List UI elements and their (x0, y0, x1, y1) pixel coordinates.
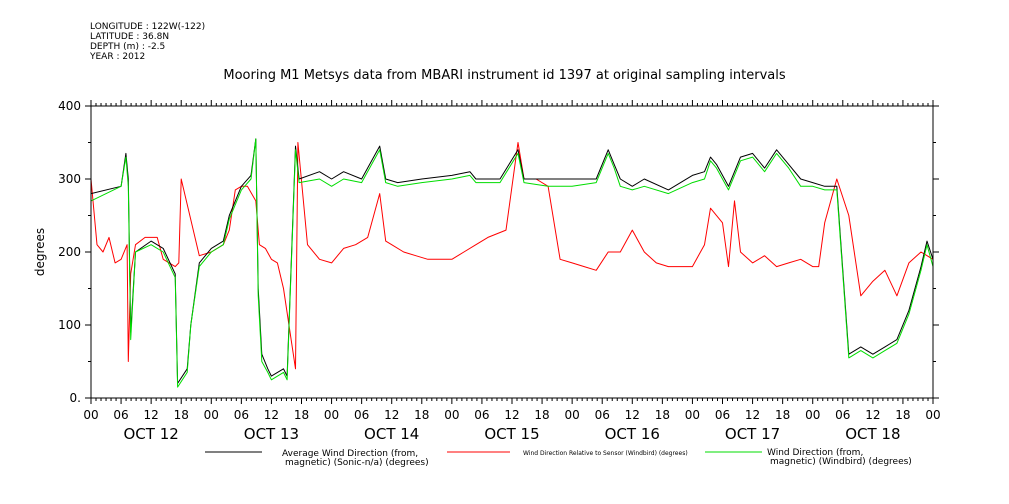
x-tick-label: 12 (865, 408, 880, 422)
legend-label-avg-line2: magnetic) (Sonic-n/a) (degrees) (285, 458, 429, 468)
x-tick-label: 00 (444, 408, 459, 422)
x-tick-label: 06 (474, 408, 489, 422)
x-tick-label: 00 (324, 408, 339, 422)
y-tick-label: 300 (58, 172, 81, 186)
x-tick-label: 06 (715, 408, 730, 422)
series-line-avg (90, 138, 934, 384)
x-day-label: OCT 14 (364, 425, 419, 443)
latitude-text: LATITUDE : 36.8N (90, 32, 170, 42)
x-tick-label: 12 (504, 408, 519, 422)
x-tick-label: 00 (685, 408, 700, 422)
x-tick-label: 00 (925, 408, 940, 422)
x-tick-label: 06 (835, 408, 850, 422)
x-tick-label: 06 (113, 408, 128, 422)
axis-layer: 0. 100 200 300 400 00 06 12 18 00 06 12 18 00 06 12 18 00… (58, 99, 941, 443)
x-tick-label: 12 (384, 408, 399, 422)
x-tick-label: 18 (775, 408, 790, 422)
y-axis-label: degrees (33, 228, 47, 276)
x-tick-label: 12 (625, 408, 640, 422)
legend-label-avg-line1: Average Wind Direction (from, (282, 449, 418, 459)
chart-title: Mooring M1 Metsys data from MBARI instru… (223, 68, 786, 83)
x-day-label: OCT 15 (484, 425, 539, 443)
depth-text: DEPTH (m) : -2.5 (90, 42, 166, 52)
x-day-label: OCT 13 (244, 425, 299, 443)
series-line-rel (90, 142, 934, 370)
x-tick-label: 00 (204, 408, 219, 422)
x-day-label: OCT 17 (725, 425, 780, 443)
x-tick-label: 06 (234, 408, 249, 422)
x-tick-label: 18 (534, 408, 549, 422)
x-tick-label: 12 (144, 408, 159, 422)
y-tick-label: 100 (58, 318, 81, 332)
x-tick-label: 18 (895, 408, 910, 422)
x-tick-label: 06 (595, 408, 610, 422)
legend-label-dir-line1: Wind Direction (from, (767, 448, 863, 458)
x-tick-label: 06 (354, 408, 369, 422)
series-line-dir (90, 138, 934, 388)
plot-frame (90, 105, 934, 399)
x-day-label: OCT 18 (845, 425, 900, 443)
y-tick-label: 400 (58, 99, 81, 113)
year-text: YEAR : 2012 (90, 52, 146, 62)
x-tick-label: 00 (805, 408, 820, 422)
x-tick-label: 18 (655, 408, 670, 422)
x-tick-label: 18 (294, 408, 309, 422)
x-day-label: OCT 16 (605, 425, 660, 443)
x-tick-label: 18 (414, 408, 429, 422)
series-layer (90, 138, 934, 388)
x-tick-label: 18 (174, 408, 189, 422)
x-tick-label: 00 (565, 408, 580, 422)
x-day-label: OCT 12 (123, 425, 178, 443)
y-tick-label: 200 (58, 245, 81, 259)
x-tick-label: 12 (745, 408, 760, 422)
x-tick-label: 00 (83, 408, 98, 422)
longitude-text: LONGITUDE : 122W(-122) (90, 22, 206, 32)
legend-label-rel: Wind Direction Relative to Sensor (Windb… (523, 450, 688, 457)
legend: Average Wind Direction (from, magnetic) … (205, 448, 912, 468)
metadata-block: LONGITUDE : 122W(-122) LATITUDE : 36.8N … (90, 22, 205, 62)
y-tick-label: 0. (70, 391, 81, 405)
legend-label-dir-line2: magnetic) (Windbird) (degrees) (770, 457, 912, 467)
x-tick-label: 12 (264, 408, 279, 422)
